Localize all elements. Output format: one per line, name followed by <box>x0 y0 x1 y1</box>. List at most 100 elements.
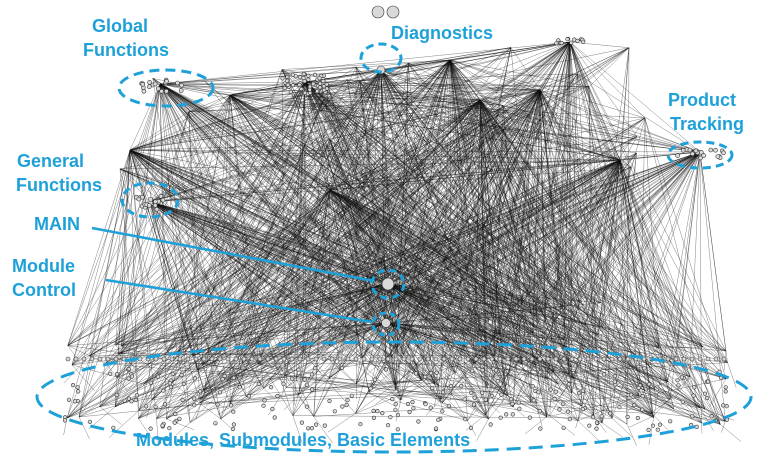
submodule-node <box>510 412 515 417</box>
submodule-node <box>428 371 434 376</box>
submodule-node <box>231 375 236 381</box>
submodule-node <box>468 425 474 431</box>
submodule-node <box>594 426 599 431</box>
product-tracking-node <box>693 148 699 154</box>
submodule-node <box>536 390 541 395</box>
module-node <box>425 356 431 362</box>
shared-node <box>312 72 318 77</box>
submodule-node <box>76 389 81 394</box>
product-tracking-node <box>680 148 686 153</box>
submodule-node <box>538 426 543 431</box>
submodule-node <box>463 417 468 422</box>
module-node <box>553 356 559 362</box>
submodule-node <box>625 414 630 420</box>
module-node <box>681 356 687 362</box>
label-global-functions-line1: Global <box>92 16 149 36</box>
submodule-node <box>608 411 613 416</box>
submodule-node <box>371 408 376 414</box>
module-node <box>241 356 247 362</box>
submodule-node <box>148 380 153 385</box>
label-product-tracking-line2: Tracking <box>670 114 745 134</box>
submodule-node <box>680 399 685 404</box>
submodule-node <box>516 400 521 405</box>
shared-node <box>321 78 326 84</box>
submodule-node <box>126 366 131 372</box>
shared-node <box>318 81 323 86</box>
edge-bundle <box>63 41 741 446</box>
module-node <box>257 356 263 362</box>
submodule-node <box>168 384 173 390</box>
submodule-node <box>156 374 161 379</box>
graph-nodes <box>62 5 730 433</box>
submodule-node <box>530 384 535 389</box>
submodule-node <box>345 398 350 403</box>
submodule-node <box>642 366 647 371</box>
submodule-node <box>262 398 267 403</box>
submodule-node <box>446 403 452 409</box>
submodule-node <box>384 367 389 372</box>
module-node <box>369 356 375 362</box>
module-node <box>273 356 279 362</box>
submodule-node <box>692 385 697 390</box>
submodule-node <box>192 376 197 381</box>
product-tracking-node <box>698 150 704 155</box>
submodule-node <box>310 387 315 392</box>
submodule-node <box>510 401 515 407</box>
general-functions-ellipse <box>120 181 180 219</box>
submodule-node <box>675 378 680 383</box>
submodule-node <box>517 406 522 411</box>
product-tracking-node <box>698 155 703 161</box>
shared-node <box>285 78 290 83</box>
submodule-node <box>153 404 158 409</box>
submodule-node <box>434 370 439 375</box>
submodule-node <box>126 396 131 401</box>
shared-node <box>288 89 293 94</box>
global-function-node <box>164 79 169 84</box>
module-node <box>625 356 631 362</box>
submodule-node <box>723 389 728 394</box>
submodule-node <box>495 379 500 384</box>
submodule-node <box>462 397 467 402</box>
module-node <box>329 356 335 362</box>
submodule-node <box>410 399 415 405</box>
submodule-node <box>198 389 203 394</box>
global-function-node <box>147 84 152 89</box>
submodule-node <box>470 368 475 373</box>
product-tracking-node <box>687 147 693 153</box>
module-node <box>81 356 87 362</box>
submodule-node <box>173 411 178 417</box>
module-node <box>457 356 463 362</box>
shared-node <box>317 76 322 81</box>
global-function-node <box>141 89 147 94</box>
module-node <box>201 356 207 362</box>
product-tracking-ellipse <box>666 140 734 170</box>
shared-node <box>302 79 307 84</box>
submodule-node <box>704 395 710 401</box>
submodule-node <box>371 415 377 421</box>
submodule-node <box>349 393 354 398</box>
submodule-node <box>304 382 310 387</box>
submodule-node <box>72 399 77 404</box>
submodule-node <box>504 412 509 417</box>
submodule-node <box>407 409 412 415</box>
submodule-node <box>612 379 617 384</box>
global-function-node <box>164 88 169 94</box>
submodule-node <box>488 422 493 427</box>
submodule-node <box>66 397 72 402</box>
submodule-node <box>498 415 503 420</box>
module-node <box>73 356 79 362</box>
top-node <box>565 37 570 42</box>
submodule-node <box>179 372 184 378</box>
global-function-node <box>178 88 184 93</box>
module-node <box>505 356 511 362</box>
module-node <box>569 356 575 362</box>
module-node <box>561 356 567 362</box>
submodule-node <box>489 393 495 399</box>
general-function-node <box>158 194 164 199</box>
module-node <box>265 356 271 362</box>
submodule-node <box>180 397 185 403</box>
submodule-node <box>375 409 380 414</box>
label-modules: Modules, Submodules, Basic Elements <box>136 430 471 450</box>
submodule-node <box>393 407 398 412</box>
module-node <box>185 356 191 362</box>
